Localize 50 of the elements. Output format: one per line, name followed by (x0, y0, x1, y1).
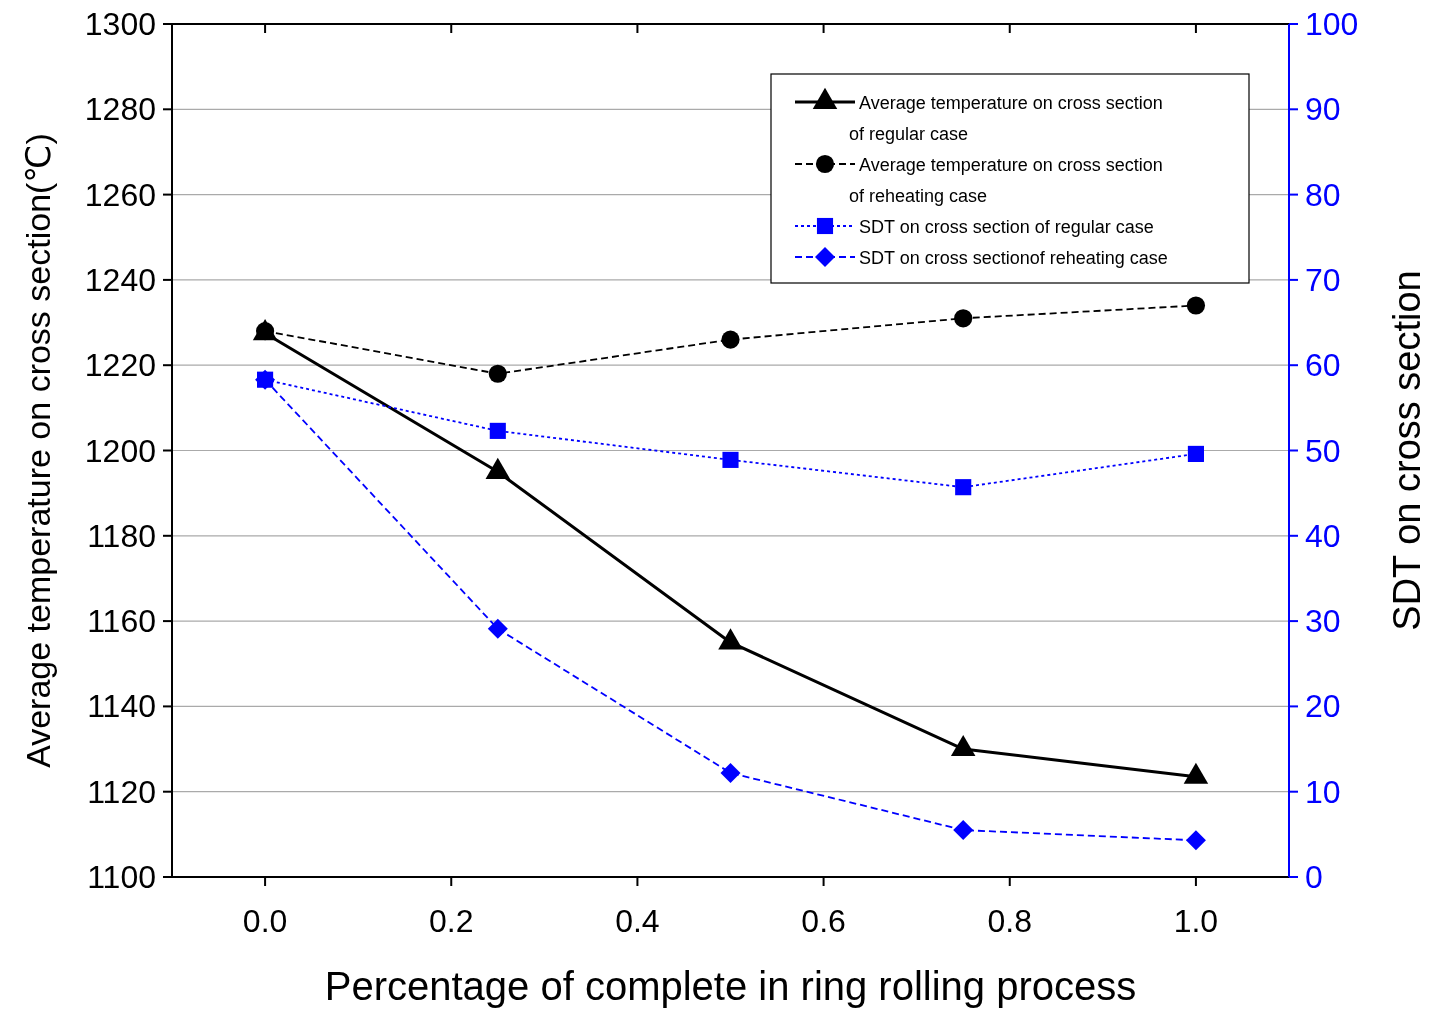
x-axis-title: Percentage of complete in ring rolling process (324, 964, 1137, 1008)
point (720, 762, 741, 783)
legend-label: SDT on cross sectionof reheating case (859, 248, 1168, 268)
y2-tick-label: 100 (1305, 6, 1359, 42)
y2-tick-label: 90 (1305, 91, 1341, 128)
point (488, 364, 507, 383)
x-tick-label: 0.2 (429, 903, 474, 939)
point (1186, 296, 1206, 315)
legend-label: SDT on cross section of regular case (859, 217, 1154, 237)
y2-tick-label: 20 (1305, 688, 1341, 725)
y-tick-label: 1200 (84, 432, 156, 469)
point (950, 734, 976, 757)
x-tick-label: 0.8 (987, 903, 1032, 939)
point (1183, 762, 1209, 784)
point (487, 618, 508, 639)
point (489, 422, 506, 439)
y2-axis-title: SDT on cross section (1386, 270, 1428, 631)
y-tick-label: 1100 (87, 859, 156, 895)
y-tick-label: 1140 (87, 688, 156, 725)
y-tick-label: 1220 (84, 347, 156, 384)
text: 0.0 (242, 903, 288, 939)
point (721, 330, 740, 349)
y2-tick-label: 60 (1305, 347, 1341, 384)
point (718, 628, 743, 650)
point (1185, 830, 1206, 851)
y-tick-label: 1240 (84, 261, 156, 298)
y2-tick-label: 10 (1305, 773, 1341, 810)
y-tick-label: 1260 (84, 176, 156, 213)
legend-label: Average temperature on cross section of regular case (849, 93, 1163, 144)
y-tick-label: 1280 (84, 91, 156, 128)
point (1187, 445, 1204, 462)
point (954, 309, 973, 328)
y2-tick-label: 50 (1305, 432, 1341, 469)
point (955, 479, 972, 496)
point (953, 820, 974, 841)
y-tick-label: 1180 (87, 517, 156, 554)
y-tick-label: 1300 (84, 6, 156, 42)
y-tick-label: 1160 (87, 603, 156, 640)
y2-tick-label: 30 (1305, 603, 1341, 640)
y-axis-title: Average temperature on cross section(℃) (19, 133, 57, 768)
point (722, 451, 739, 468)
x-tick-label: 0.6 (801, 903, 846, 939)
legend-label: Average temperature on cross section of reheating case (849, 155, 1163, 206)
y2-tick-label: 0 (1305, 859, 1323, 895)
y2-tick-label: 70 (1305, 261, 1341, 298)
text: 1.0 (1173, 903, 1219, 939)
x-tick-label: 0.4 (615, 903, 660, 939)
y2-tick-label: 40 (1305, 517, 1341, 554)
y-tick-label: 1120 (87, 773, 156, 810)
y2-tick-label: 80 (1305, 176, 1341, 213)
